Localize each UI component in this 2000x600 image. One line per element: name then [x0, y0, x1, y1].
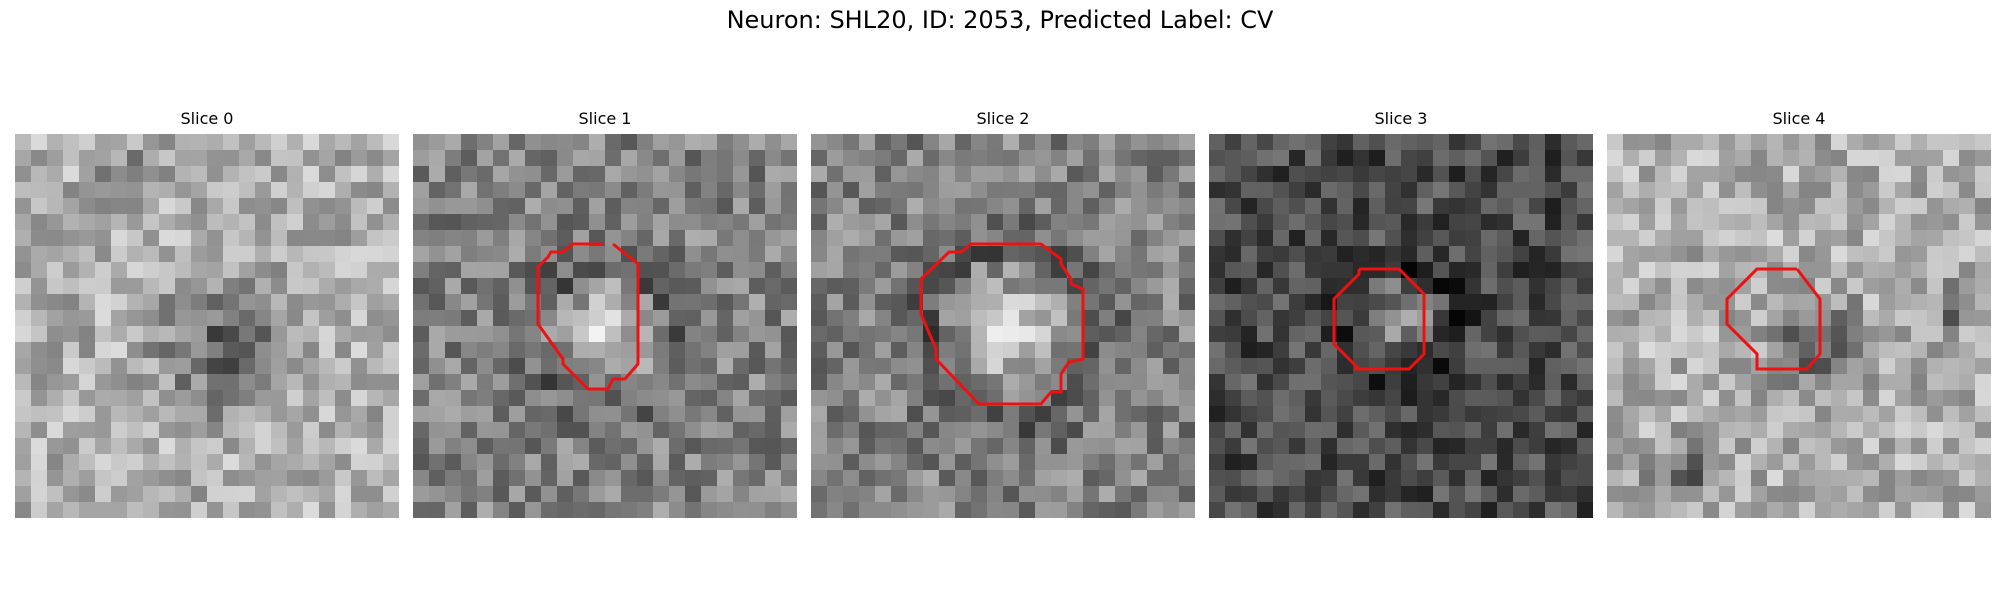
- slice-0-title: Slice 0: [180, 109, 234, 128]
- slice-3-contour: [1332, 267, 1426, 371]
- slice-1-title: Slice 1: [578, 109, 632, 128]
- slice-4-image: [1607, 134, 1991, 518]
- slice-2-title: Slice 2: [976, 109, 1030, 128]
- slice-2-contour: [919, 242, 1085, 406]
- slice-4-contour: [1725, 267, 1822, 371]
- slice-4-title: Slice 4: [1772, 109, 1826, 128]
- figure-title: Neuron: SHL20, ID: 2053, Predicted Label…: [726, 6, 1274, 34]
- slice-0-image: [15, 134, 399, 518]
- slice-3-title: Slice 3: [1374, 109, 1428, 128]
- slice-1-contour: [536, 242, 640, 391]
- slice-1-image: [413, 134, 797, 518]
- slice-2-image: [811, 134, 1195, 518]
- slice-3-image: [1209, 134, 1593, 518]
